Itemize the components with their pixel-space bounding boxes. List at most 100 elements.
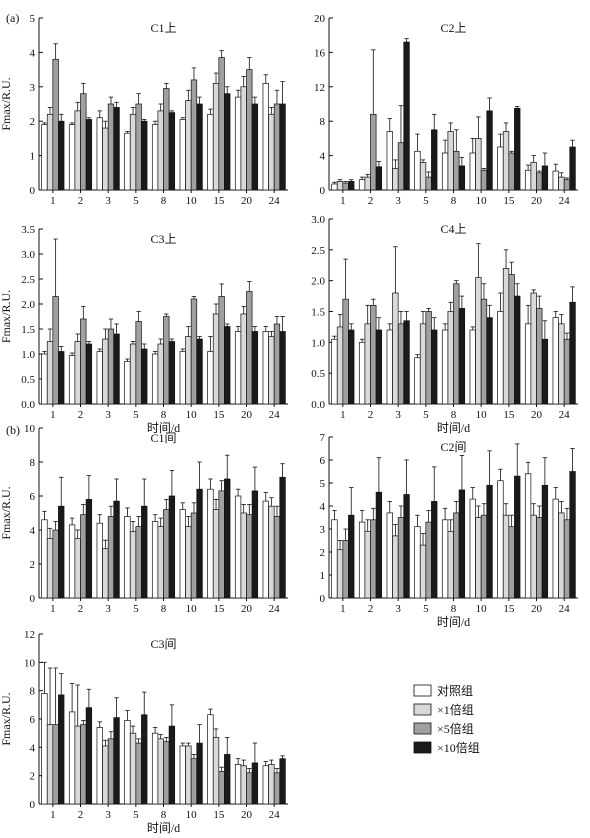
y-axis-label: Fmax/R.U. xyxy=(0,77,13,130)
bar xyxy=(536,172,543,191)
y-tick-label: 2 xyxy=(30,771,36,783)
bar xyxy=(190,298,198,405)
bar xyxy=(218,771,225,805)
bar xyxy=(469,498,476,599)
bar xyxy=(414,526,421,599)
bar xyxy=(469,152,476,191)
bar xyxy=(102,127,109,191)
bar xyxy=(508,526,515,599)
y-tick-label: 4 xyxy=(30,525,36,537)
bar xyxy=(453,283,460,405)
chart-1: 0 1 2 3 4 5 1 2 3 5 8 10 15 20 24 C1上 Fmax/R.U. xyxy=(0,13,288,207)
bar xyxy=(68,524,76,599)
bar xyxy=(41,124,48,191)
bar xyxy=(141,714,148,805)
x-tick-label: 24 xyxy=(559,195,571,207)
bar xyxy=(196,103,203,191)
bar xyxy=(157,738,164,805)
bar xyxy=(331,519,338,599)
y-tick-label: 8 xyxy=(320,116,326,128)
x-axis-label: 时间/d xyxy=(437,421,470,435)
bar xyxy=(163,88,170,191)
y-tick-label: 8 xyxy=(30,457,36,469)
bar xyxy=(141,348,148,405)
x-tick-label: 15 xyxy=(503,409,515,421)
bar xyxy=(107,738,115,805)
x-tick-label: 8 xyxy=(451,195,457,207)
y-tick-label: 16 xyxy=(314,47,326,59)
bar xyxy=(480,298,488,405)
y-tick-label: 1.5 xyxy=(21,324,35,336)
bar xyxy=(552,498,559,599)
x-tick-label: 5 xyxy=(423,195,429,207)
y-tick-label: 0 xyxy=(320,185,326,197)
bar xyxy=(364,530,371,599)
bar xyxy=(234,331,242,405)
bar xyxy=(240,512,247,599)
bar xyxy=(273,516,281,599)
bar xyxy=(397,517,405,599)
bar xyxy=(190,758,198,805)
bar xyxy=(425,176,432,191)
bar xyxy=(447,311,454,405)
y-tick-label: 7 xyxy=(320,432,326,444)
bar xyxy=(251,762,259,805)
bar xyxy=(486,317,493,405)
panel-label-b: (b) xyxy=(6,423,20,437)
y-tick-label: 2 xyxy=(320,547,326,559)
y-tick-label: 1 xyxy=(30,151,36,163)
bar xyxy=(107,328,115,405)
y-axis-label: Fmax/R.U. xyxy=(0,692,13,745)
x-tick-label: 3 xyxy=(395,409,401,421)
bar xyxy=(207,113,214,191)
y-tick-label: 10 xyxy=(24,423,36,435)
x-tick-label: 3 xyxy=(395,603,401,615)
x-tick-label: 1 xyxy=(340,409,346,421)
bar xyxy=(403,320,410,405)
bar xyxy=(135,526,142,599)
x-tick-label: 5 xyxy=(423,603,429,615)
bar xyxy=(414,150,421,191)
bar xyxy=(370,113,377,191)
y-tick-label: 2 xyxy=(30,559,36,571)
bar xyxy=(46,538,54,599)
chart-3: 0.0 0.5 1.0 1.5 2.0 2.5 3.0 3.5 1 2 3 5 8 10 15 20 24 C3上… xyxy=(0,224,288,435)
bar xyxy=(447,131,454,191)
x-tick-label: 3 xyxy=(395,195,401,207)
x-tick-label: 1 xyxy=(50,809,56,821)
bar xyxy=(251,490,259,599)
x-tick-label: 24 xyxy=(559,603,571,615)
bar xyxy=(240,86,247,191)
bar xyxy=(107,103,115,191)
bar xyxy=(342,182,349,191)
y-tick-label: 0 xyxy=(30,799,36,811)
bar xyxy=(185,100,192,191)
bar xyxy=(431,129,438,191)
bar xyxy=(224,93,231,191)
bar xyxy=(558,323,565,405)
x-tick-label: 10 xyxy=(186,603,198,615)
bar xyxy=(502,267,510,405)
bar xyxy=(403,41,410,191)
x-tick-label: 2 xyxy=(368,603,374,615)
bar xyxy=(480,514,488,599)
x-tick-label: 15 xyxy=(213,603,225,615)
bar xyxy=(68,124,76,191)
bar xyxy=(262,765,269,805)
bar xyxy=(107,516,115,599)
bar xyxy=(251,331,259,405)
bar xyxy=(196,338,203,405)
y-tick-label: 4 xyxy=(30,742,36,754)
bar xyxy=(397,142,405,191)
x-tick-label: 20 xyxy=(241,195,253,207)
x-tick-label: 20 xyxy=(241,809,253,821)
bar xyxy=(262,500,269,599)
bar xyxy=(441,152,449,191)
x-tick-label: 5 xyxy=(423,409,429,421)
bar xyxy=(224,754,231,805)
x-tick-label: 3 xyxy=(105,809,111,821)
y-tick-label: 20 xyxy=(314,13,326,25)
bar xyxy=(458,489,466,599)
